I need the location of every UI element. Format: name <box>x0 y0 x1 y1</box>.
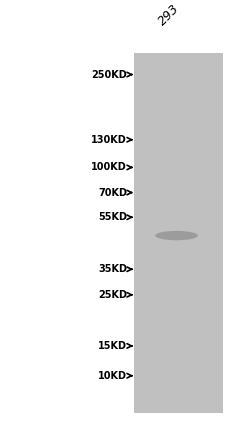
Text: 293: 293 <box>155 2 182 28</box>
Text: 15KD: 15KD <box>98 341 127 351</box>
Text: 10KD: 10KD <box>98 371 127 381</box>
Ellipse shape <box>155 231 198 240</box>
Text: 70KD: 70KD <box>98 187 127 198</box>
Text: 130KD: 130KD <box>91 135 127 145</box>
Bar <box>134 53 223 413</box>
Text: 35KD: 35KD <box>98 264 127 274</box>
Text: 25KD: 25KD <box>98 290 127 300</box>
Text: 250KD: 250KD <box>91 69 127 80</box>
Text: 55KD: 55KD <box>98 212 127 222</box>
Text: 100KD: 100KD <box>91 162 127 173</box>
